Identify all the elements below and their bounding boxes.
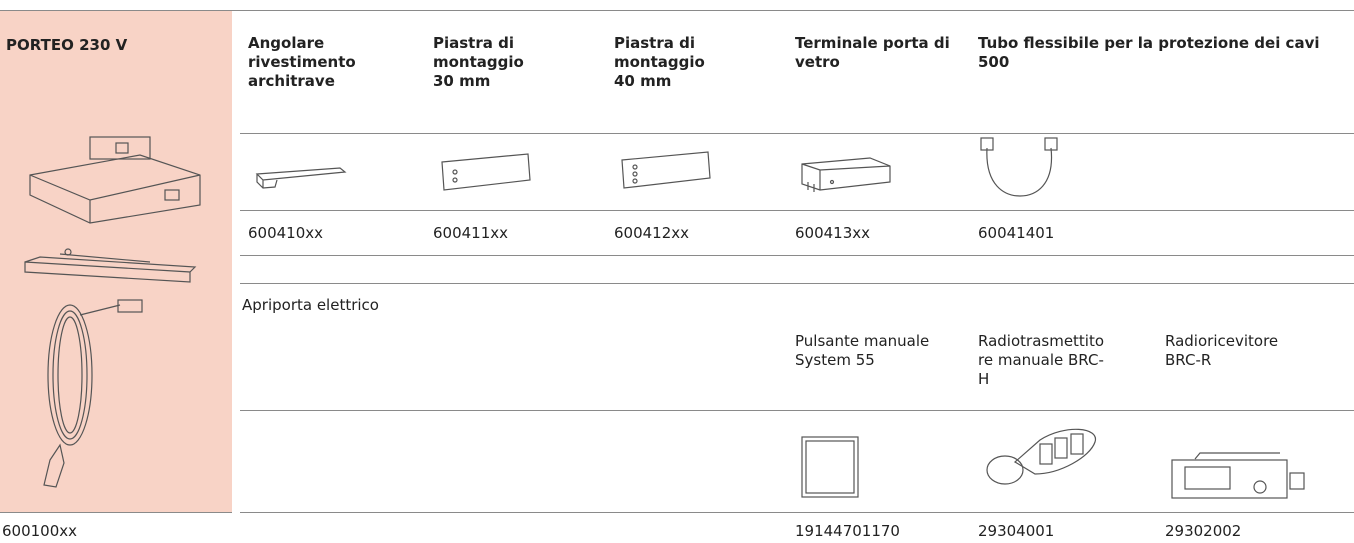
item-name: Radioricevitore BRC-R (1165, 332, 1279, 369)
accessory-name: Piastra di montaggio 40 mm (614, 34, 705, 90)
section-title: Apriporta elettrico (242, 296, 379, 314)
rule (240, 133, 1354, 134)
product-column (0, 10, 232, 512)
rule (240, 255, 1354, 256)
accessory-code: 600413xx (795, 224, 871, 242)
accessory-code: 600410xx (248, 224, 324, 242)
item-code: 29302002 (1165, 522, 1242, 540)
rule (240, 210, 1354, 211)
remote-image (986, 428, 1096, 485)
accessory-image (255, 167, 347, 189)
rule (0, 512, 232, 513)
accessory-image (801, 157, 891, 192)
rule (0, 10, 1354, 11)
operator-image (29, 136, 201, 224)
accessory-name: Terminale porta di vetro (795, 34, 950, 71)
rail-image (24, 248, 197, 283)
accessory-image (980, 137, 1058, 197)
cable-image (43, 299, 143, 488)
rule (240, 512, 1354, 513)
accessory-name: Tubo flessibile per la protezione dei ca… (978, 34, 1320, 71)
accessory-code: 600411xx (433, 224, 509, 242)
accessory-image (621, 151, 711, 189)
item-name: Pulsante manuale System 55 (795, 332, 930, 369)
item-code: 19144701170 (795, 522, 900, 540)
accessory-code: 600412xx (614, 224, 690, 242)
accessory-name: Angolare rivestimento architrave (248, 34, 356, 90)
product-code: 600100xx (2, 522, 78, 540)
item-name: Radiotrasmettitore manuale BRC-H (978, 332, 1105, 388)
product-name: PORTEO 230 V (6, 36, 128, 54)
rule (240, 410, 1354, 411)
accessory-code: 60041401 (978, 224, 1055, 242)
button-image (801, 436, 859, 498)
item-code: 29304001 (978, 522, 1055, 540)
rule (240, 283, 1354, 284)
accessory-name: Piastra di montaggio 30 mm (433, 34, 524, 90)
accessory-image (441, 153, 531, 191)
receiver-image (1171, 452, 1305, 499)
